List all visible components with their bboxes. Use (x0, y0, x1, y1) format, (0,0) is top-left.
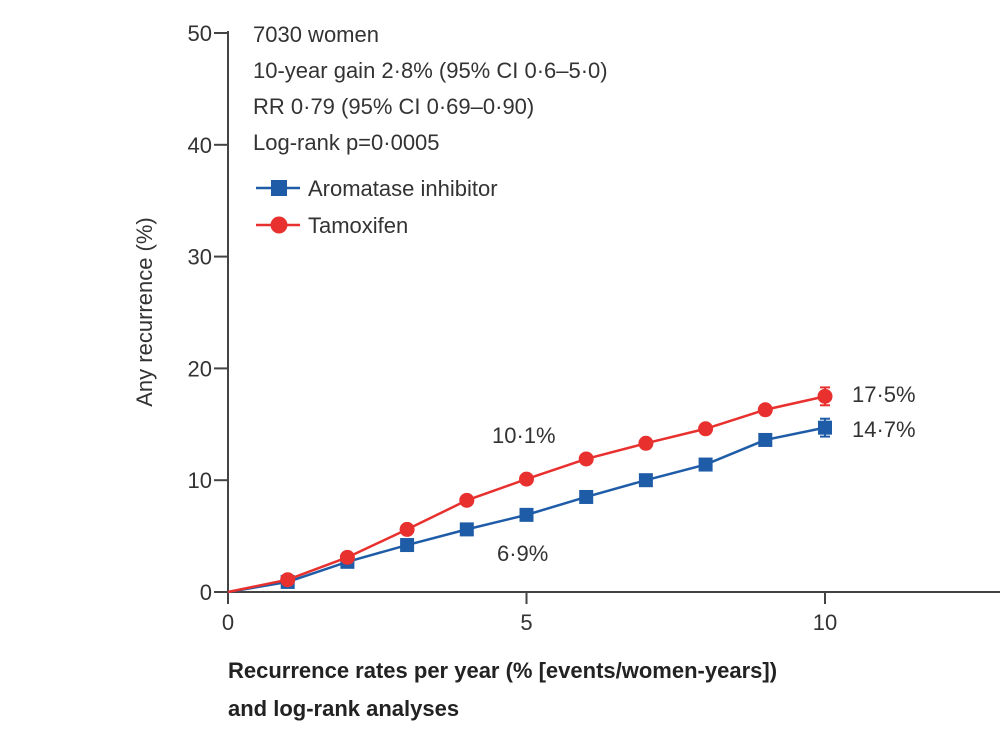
data-point-circle (817, 388, 833, 404)
data-point-circle (399, 521, 415, 537)
data-label: 10·1% (492, 423, 556, 448)
data-point-circle (280, 572, 296, 588)
annotation-line: 10-year gain 2·8% (95% CI 0·6–5·0) (253, 58, 608, 83)
series-group (227, 386, 833, 594)
legend: Aromatase inhibitor Tamoxifen (256, 176, 498, 238)
data-point-square (818, 420, 832, 435)
data-label: 6·9% (497, 541, 548, 566)
x-tick-label: 10 (813, 610, 837, 635)
y-tick-label: 30 (188, 245, 212, 270)
legend-label: Tamoxifen (308, 213, 408, 238)
annotation-line: Log-rank p=0·0005 (253, 130, 440, 155)
y-tick-label: 0 (200, 580, 212, 605)
data-point-circle (698, 421, 714, 437)
data-point-circle (459, 492, 475, 508)
x-axis-title-line: and log-rank analyses (228, 696, 459, 721)
x-axis-title-line: Recurrence rates per year (% [events/wom… (228, 658, 777, 683)
legend-circle-marker (270, 216, 288, 234)
annotation-line: 7030 women (253, 22, 379, 47)
y-tick-label: 10 (188, 468, 212, 493)
annotation-line: RR 0·79 (95% CI 0·69–0·90) (253, 94, 534, 119)
data-point-square (638, 473, 653, 488)
data-point-square (519, 507, 534, 522)
y-axis-title: Any recurrence (%) (132, 217, 157, 407)
data-point-square (459, 522, 474, 537)
data-label: 14·7% (852, 417, 916, 442)
data-point-square (579, 489, 594, 504)
legend-square-marker (271, 180, 287, 196)
data-point-circle (339, 549, 355, 565)
x-tick-label: 0 (222, 610, 234, 635)
legend-label: Aromatase inhibitor (308, 176, 498, 201)
data-labels: 10·1% 6·9% 17·5% 14·7% (492, 382, 916, 566)
data-label: 17·5% (852, 382, 916, 407)
y-tick-label: 50 (188, 21, 212, 46)
annotations: 7030 women 10-year gain 2·8% (95% CI 0·6–… (253, 22, 608, 155)
y-tick-label: 40 (188, 133, 212, 158)
axes: 0 10 20 30 40 50 0 5 10 Any recurrence (%) Recurre… (132, 21, 1000, 721)
data-point-square (400, 538, 415, 553)
y-tick-label: 20 (188, 356, 212, 381)
data-point-square (758, 432, 773, 447)
data-point-circle (578, 451, 594, 467)
x-tick-label: 5 (520, 610, 532, 635)
data-point-circle (757, 402, 773, 418)
data-point-circle (519, 471, 534, 487)
data-point-square (698, 457, 713, 472)
data-point-circle (638, 435, 654, 451)
